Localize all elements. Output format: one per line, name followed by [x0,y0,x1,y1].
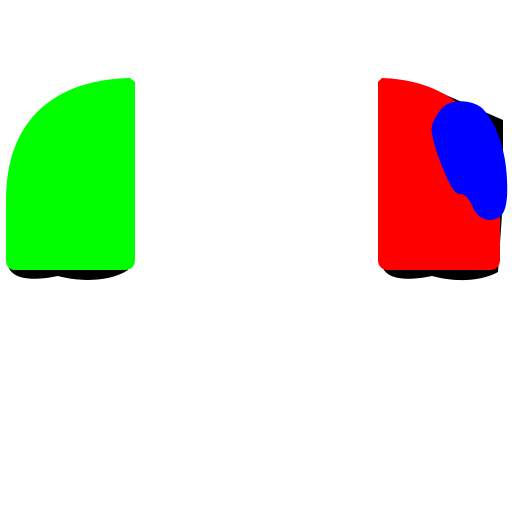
blue-blob [431,101,508,220]
left-shape [6,78,135,270]
right-shape-group [378,78,508,281]
left-shape-group [6,78,135,280]
